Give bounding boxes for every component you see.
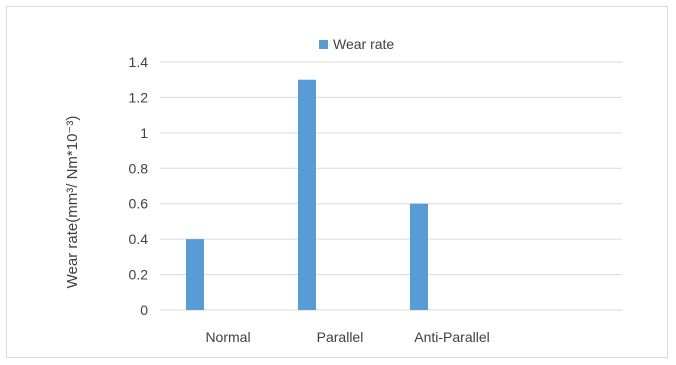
y-tick-label: 0.6 bbox=[129, 196, 149, 212]
y-tick-label: 1.2 bbox=[129, 89, 149, 105]
y-tick-label: 0 bbox=[140, 302, 148, 318]
x-tick-label: Anti-Parallel bbox=[414, 329, 489, 345]
y-tick-label: 0.8 bbox=[129, 160, 149, 176]
x-tick-label: Normal bbox=[205, 329, 250, 345]
bar-anti-parallel bbox=[410, 203, 428, 310]
bar-parallel bbox=[298, 79, 316, 310]
x-tick-label: Parallel bbox=[317, 329, 364, 345]
gridlines bbox=[160, 61, 622, 311]
bars bbox=[186, 79, 428, 310]
chart-frame bbox=[6, 6, 668, 358]
legend-label: Wear rate bbox=[333, 36, 394, 52]
y-tick-label: 0.4 bbox=[129, 231, 149, 247]
y-tick-label: 1 bbox=[140, 125, 148, 141]
bar-normal bbox=[186, 239, 204, 310]
y-tick-labels: 0 0.2 0.4 0.6 0.8 1 1.2 1.4 bbox=[129, 54, 149, 318]
y-tick-label: 1.4 bbox=[129, 54, 149, 70]
legend-swatch bbox=[319, 40, 328, 49]
y-tick-label: 0.2 bbox=[129, 267, 149, 283]
x-tick-labels: Normal Parallel Anti-Parallel bbox=[205, 329, 489, 345]
legend: Wear rate bbox=[319, 36, 394, 52]
y-axis-title: Wear rate(mm³/ Nm*10⁻³) bbox=[64, 116, 81, 289]
